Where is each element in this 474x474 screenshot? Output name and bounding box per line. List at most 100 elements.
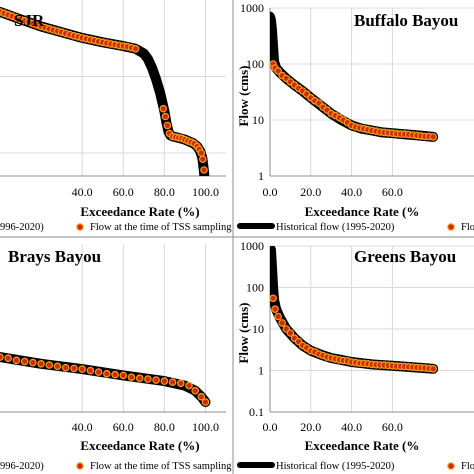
sample-point xyxy=(177,379,185,388)
y-tick-label: 1000 xyxy=(240,239,264,253)
sample-point xyxy=(127,373,136,382)
y-axis-title: Flow (cms) xyxy=(236,65,251,126)
sample-point xyxy=(144,375,152,383)
sample-point xyxy=(429,133,438,141)
x-tick-label: 40.0 xyxy=(341,420,362,434)
x-tick-label: 40.0 xyxy=(341,185,362,199)
y-tick-label: 0.1 xyxy=(249,405,264,419)
sample-point xyxy=(278,319,287,327)
y-tick-label: 1000 xyxy=(240,1,264,15)
sample-point xyxy=(20,357,29,366)
sample-point xyxy=(274,67,283,75)
legend: 996-2020) Flow at the time of TSS samplin… xyxy=(0,461,232,472)
x-axis-title: Exceedance Rate (% xyxy=(305,438,420,453)
sample-point xyxy=(119,371,128,380)
sample-point xyxy=(111,370,119,379)
legend-historical-label: Historical flow (1995-2020) xyxy=(276,222,395,233)
plot-area xyxy=(270,11,439,142)
legend-historical-label: 996-2020) xyxy=(0,222,44,233)
sample-point xyxy=(12,356,21,365)
sample-point xyxy=(160,377,169,385)
sample-point xyxy=(0,353,4,361)
sample-point xyxy=(286,329,295,337)
panel-greens-bayou: Greens Bayou 0.0 20.0 40.0 60.0 0.1 1 10 100 1000… xyxy=(236,239,474,472)
sample-point xyxy=(152,376,160,384)
x-tick-label: 40.0 xyxy=(72,185,93,199)
x-tick-label: 100.0 xyxy=(192,185,219,199)
sample-point xyxy=(270,294,277,303)
panel-title: Greens Bayou xyxy=(354,247,456,266)
legend: Historical flow (1995-2020) Flow at the t xyxy=(237,222,474,233)
x-tick-label: 0.0 xyxy=(263,420,278,434)
legend-historical-label: Historical flow (1995-2020) xyxy=(276,461,395,472)
y-tick-label: 1 xyxy=(258,169,264,183)
sample-point xyxy=(197,392,206,401)
sample-point xyxy=(271,305,279,314)
sample-point xyxy=(197,149,206,157)
x-tick-label: 100.0 xyxy=(192,420,219,434)
sample-point xyxy=(131,44,140,53)
sample-point xyxy=(161,112,170,121)
sample-point xyxy=(199,155,207,164)
sample-point xyxy=(70,364,78,373)
x-tick-label: 60.0 xyxy=(113,185,134,199)
x-tick-label: 80.0 xyxy=(154,185,175,199)
panel-title: Brays Bayou xyxy=(8,247,101,266)
sample-point xyxy=(103,369,111,378)
sample-point xyxy=(94,368,103,376)
sample-point xyxy=(37,359,45,368)
x-tick-label: 60.0 xyxy=(382,185,403,199)
y-tick-label: 100 xyxy=(246,57,264,71)
x-axis-title: Exceedance Rate (%) xyxy=(80,204,199,219)
x-axis-title: Exceedance Rate (% xyxy=(305,204,420,219)
y-tick-label: 10 xyxy=(252,113,264,127)
plot-area xyxy=(0,6,210,176)
panel-buffalo-bayou: Buffalo Bayou 0.0 20.0 40.0 60.0 1 10 100 1000 Ex… xyxy=(236,1,474,233)
legend-sample-swatch xyxy=(447,223,455,231)
y-tick-label: 100 xyxy=(246,281,264,295)
legend-sample-label: Flow at the time of TSS sampling xyxy=(90,461,232,472)
legend-sample-label: Flow at the t xyxy=(461,461,474,472)
x-tick-label: 20.0 xyxy=(300,185,321,199)
legend-sample-swatch xyxy=(447,462,455,470)
plot-area xyxy=(270,246,439,374)
sample-point xyxy=(61,363,70,372)
panel-title: SJR xyxy=(14,11,45,30)
sample-point xyxy=(159,104,168,113)
sample-point xyxy=(429,364,438,373)
historical-flow-line xyxy=(0,6,210,176)
x-tick-label: 60.0 xyxy=(113,420,134,434)
sample-point xyxy=(274,312,283,321)
sample-point xyxy=(78,365,87,373)
sample-point xyxy=(191,386,200,395)
y-tick-label: 1 xyxy=(258,364,264,378)
legend-historical-label: 996-2020) xyxy=(0,461,44,472)
sample-point xyxy=(4,354,13,363)
sample-point xyxy=(168,378,177,387)
legend-sample-swatch xyxy=(76,462,84,470)
panel-brays-bayou: Brays Bayou 40.0 60.0 80.0 100.0 Exceedance R… xyxy=(0,244,232,472)
sample-point xyxy=(200,166,208,174)
legend: Historical flow (1995-2020) Flow at the t xyxy=(237,461,474,472)
legend-sample-label: Flow at the t xyxy=(461,222,474,233)
sample-point xyxy=(29,358,37,367)
y-axis-title: Flow (cms) xyxy=(236,302,251,363)
legend-sample-label: Flow at the time of TSS sampling xyxy=(90,222,232,233)
sample-point xyxy=(45,361,54,369)
x-tick-label: 20.0 xyxy=(300,420,321,434)
plot-area xyxy=(0,352,211,408)
panel-sjr: SJR 40.0 60.0 80.0 100.0 Exceedance Rate (%) 9… xyxy=(0,0,232,233)
x-tick-label: 0.0 xyxy=(263,185,278,199)
x-tick-label: 60.0 xyxy=(382,420,403,434)
y-tick-label: 10 xyxy=(252,322,264,336)
legend: 996-2020) Flow at the time of TSS samplin… xyxy=(0,222,232,233)
sample-point xyxy=(201,398,210,406)
legend-sample-swatch xyxy=(76,223,84,231)
x-tick-label: 80.0 xyxy=(154,420,175,434)
sample-point xyxy=(135,374,144,383)
x-axis-title: Exceedance Rate (%) xyxy=(80,438,199,453)
sample-point xyxy=(53,362,62,371)
sample-point xyxy=(185,381,193,390)
x-tick-label: 40.0 xyxy=(72,420,93,434)
